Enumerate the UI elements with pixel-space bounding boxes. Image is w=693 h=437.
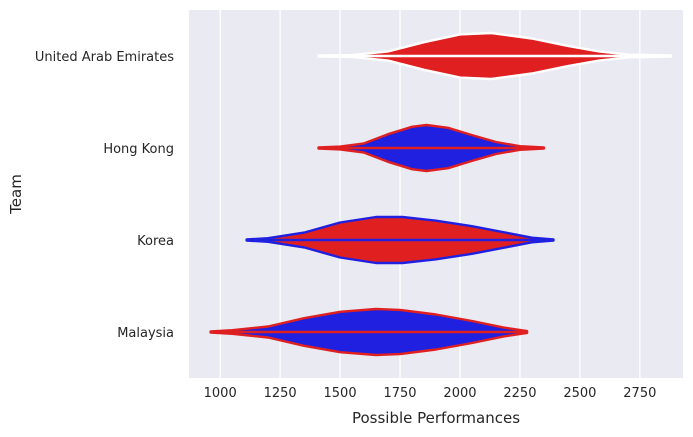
y-tick-label: Korea: [137, 234, 174, 249]
y-tick-labels: United Arab Emirates Hong Kong Korea Malays…: [35, 50, 174, 341]
x-tick-label: 2500: [563, 386, 596, 401]
x-tick-label: 1500: [324, 386, 357, 401]
y-tick-label: United Arab Emirates: [35, 50, 174, 65]
gridlines: [219, 10, 641, 378]
y-axis-label: Team: [7, 174, 25, 215]
x-axis-label: Possible Performances: [352, 409, 520, 427]
x-tick-label: 1250: [264, 386, 297, 401]
x-tick-label: 2750: [623, 386, 656, 401]
x-tick-label: 2000: [443, 386, 476, 401]
x-tick-label: 2250: [503, 386, 536, 401]
x-tick-label: 1000: [204, 386, 237, 401]
y-tick-label: Hong Kong: [103, 142, 174, 157]
y-tick-label: Malaysia: [117, 326, 174, 341]
x-tick-label: 1750: [383, 386, 416, 401]
x-tick-labels: 1000 1250 1500 1750 2000 2250 2500 2750: [204, 386, 657, 401]
violins: [209, 31, 673, 357]
